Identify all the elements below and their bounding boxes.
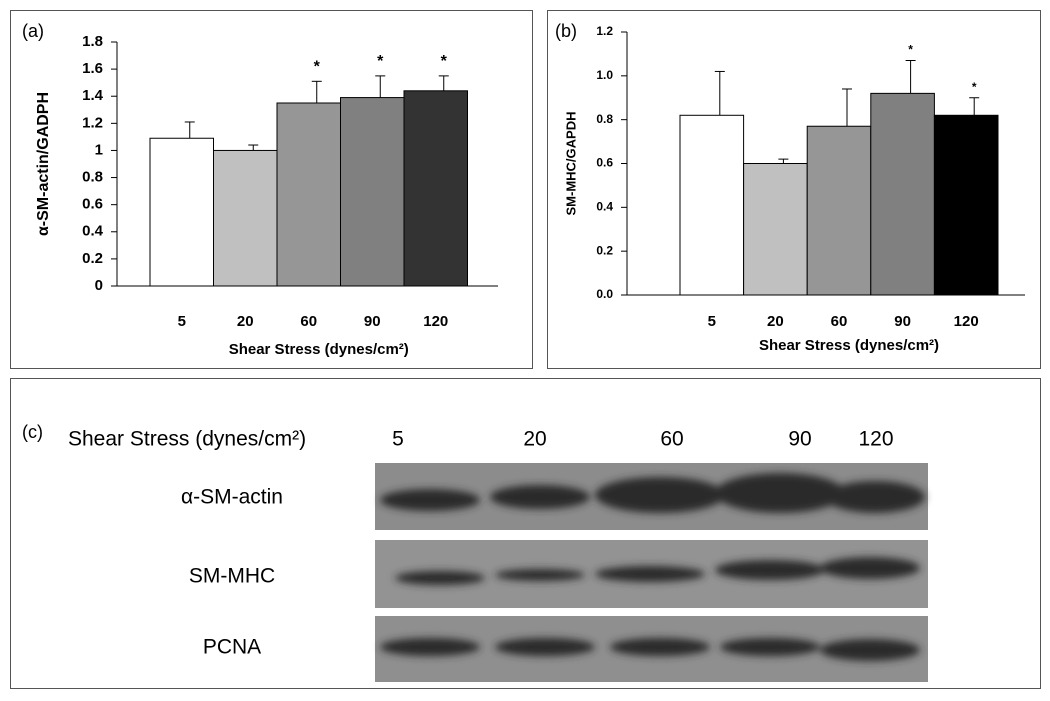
lane-label: 90 <box>788 428 811 451</box>
y-tick-label: 1.2 <box>596 24 613 38</box>
bar <box>403 90 468 287</box>
y-tick-label: 0.2 <box>82 250 103 267</box>
y-tick-label: 0.8 <box>82 169 103 186</box>
y-tick-label: 0.6 <box>82 196 103 213</box>
x-tick-label: 60 <box>300 313 317 330</box>
y-axis-label: SM-MHC/GAPDH <box>563 112 578 216</box>
bar <box>679 114 745 296</box>
panel-a-frame <box>10 10 533 369</box>
row-label: PCNA <box>203 636 261 659</box>
panel-label: (c) <box>22 422 43 442</box>
panel-b-frame <box>547 10 1041 369</box>
y-tick-label: 0.6 <box>596 156 613 170</box>
lane-label: 60 <box>660 428 683 451</box>
row-label: α-SM-actin <box>181 486 283 509</box>
bar <box>149 137 214 287</box>
bar <box>340 97 405 287</box>
y-tick-label: 1.2 <box>82 114 103 131</box>
bar <box>933 114 999 296</box>
x-axis-label: Shear Stress (dynes/cm²) <box>759 337 939 354</box>
y-tick-label: 0.4 <box>82 223 104 240</box>
y-tick-label: 1.4 <box>82 87 104 104</box>
lane-label: 120 <box>858 428 893 451</box>
x-tick-label: 5 <box>178 313 186 330</box>
blot-header: Shear Stress (dynes/cm²) <box>68 428 306 451</box>
significance-marker: * <box>314 59 321 76</box>
bar <box>870 92 935 296</box>
x-tick-label: 20 <box>237 313 254 330</box>
bar <box>276 102 341 287</box>
panel-c-frame <box>10 378 1041 689</box>
x-tick-label: 90 <box>894 313 911 330</box>
panel-label: (a) <box>22 21 44 41</box>
bar <box>806 125 872 296</box>
y-tick-label: 1.6 <box>82 60 103 77</box>
lane-label: 20 <box>523 428 546 451</box>
x-tick-label: 5 <box>708 313 716 330</box>
blot-bands <box>380 473 925 661</box>
y-tick-label: 1.0 <box>596 68 613 82</box>
significance-marker: * <box>441 53 448 70</box>
x-tick-label: 60 <box>831 313 848 330</box>
row-label: SM-MHC <box>189 565 275 588</box>
x-tick-label: 120 <box>954 313 979 330</box>
panel-label: (b) <box>555 21 577 41</box>
significance-marker: * <box>377 53 384 70</box>
y-tick-label: 0 <box>95 277 103 294</box>
blot-panel: (c) Shear Stress (dynes/cm²) 5 20 60 90 120 α… <box>22 422 928 682</box>
x-axis-label: Shear Stress (dynes/cm²) <box>229 341 409 358</box>
bar <box>213 149 278 287</box>
x-tick-label: 90 <box>364 313 381 330</box>
y-axis-label: α-SM-actin/GADPH <box>35 92 52 236</box>
significance-marker: * <box>972 80 977 94</box>
x-tick-label: 120 <box>423 313 448 330</box>
lane-label: 5 <box>392 428 404 451</box>
y-tick-label: 0.4 <box>596 200 613 214</box>
y-tick-label: 1 <box>95 141 103 158</box>
y-tick-label: 1.8 <box>82 33 103 50</box>
bar <box>743 163 808 296</box>
significance-marker: * <box>908 43 913 57</box>
x-tick-label: 20 <box>767 313 784 330</box>
y-tick-label: 0.0 <box>596 287 613 301</box>
y-tick-label: 0.2 <box>596 243 613 257</box>
y-tick-label: 0.8 <box>596 112 613 126</box>
